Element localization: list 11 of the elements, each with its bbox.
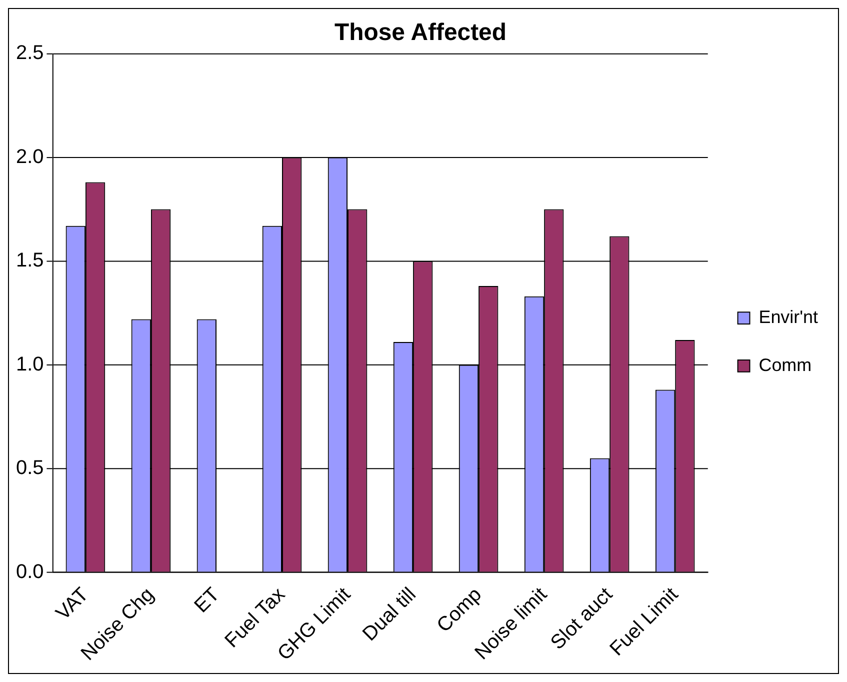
- y-tick-label: 0.5: [16, 457, 44, 480]
- x-tick-label: VAT: [52, 584, 93, 624]
- legend-label: Comm: [758, 354, 812, 375]
- y-tick-label: 2.0: [16, 146, 44, 168]
- chart-title: Those Affected: [334, 18, 506, 46]
- y-tick-label: 2.5: [16, 42, 44, 64]
- x-tick-label: ET: [190, 584, 224, 618]
- y-tick-label: 1.0: [16, 353, 44, 376]
- y-tick-label: 1.5: [16, 250, 44, 272]
- y-tick-label: 0.0: [16, 560, 44, 583]
- legend-label: Envir'nt: [758, 307, 818, 328]
